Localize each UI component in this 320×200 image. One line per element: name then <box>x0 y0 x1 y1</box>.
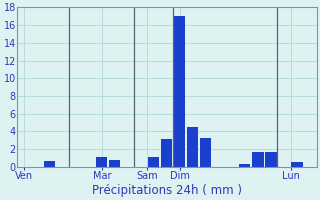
Bar <box>266 152 276 167</box>
Bar <box>96 157 107 167</box>
Bar <box>239 164 251 167</box>
Bar <box>200 138 212 167</box>
Bar <box>148 157 159 167</box>
Bar <box>292 162 302 167</box>
Bar <box>44 161 55 167</box>
Bar <box>174 16 185 167</box>
X-axis label: Précipitations 24h ( mm ): Précipitations 24h ( mm ) <box>92 184 242 197</box>
Bar <box>109 160 120 167</box>
Bar <box>161 139 172 167</box>
Bar <box>188 127 198 167</box>
Bar <box>252 152 263 167</box>
